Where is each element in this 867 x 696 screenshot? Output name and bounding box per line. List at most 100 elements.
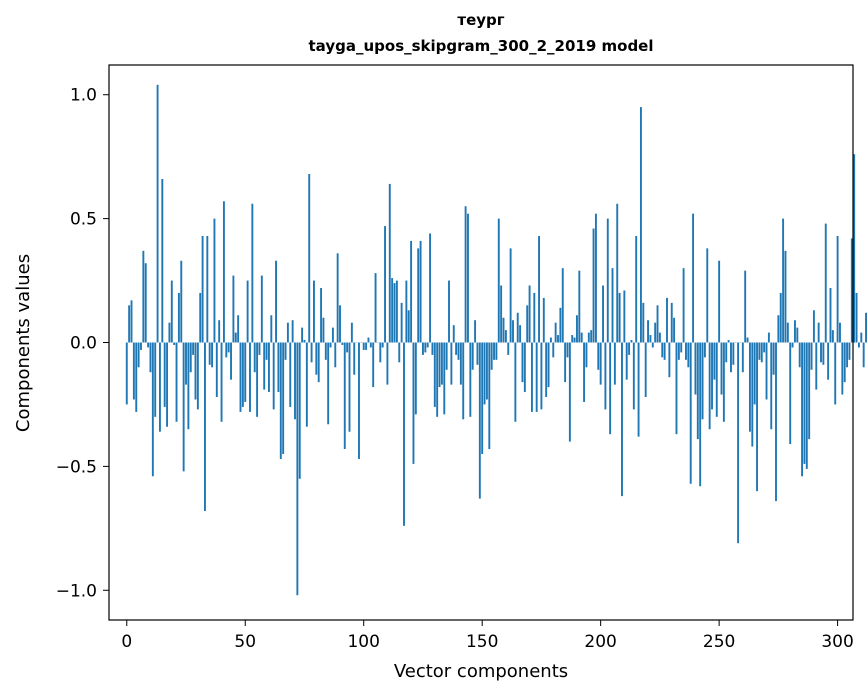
bar-251 bbox=[720, 342, 723, 395]
bar-63 bbox=[275, 260, 277, 343]
bar-212 bbox=[628, 342, 631, 355]
bar-281 bbox=[791, 342, 794, 348]
bar-81 bbox=[317, 342, 320, 383]
bar-64 bbox=[277, 342, 280, 393]
bar-181 bbox=[554, 322, 557, 343]
bar-293 bbox=[820, 342, 822, 363]
bar-144 bbox=[467, 213, 469, 343]
bar-6 bbox=[140, 342, 142, 350]
bar-50 bbox=[244, 342, 247, 402]
bar-226 bbox=[661, 342, 664, 358]
bar-92 bbox=[343, 342, 346, 450]
bar-221 bbox=[649, 335, 652, 343]
bar-253 bbox=[725, 342, 728, 363]
bar-266 bbox=[756, 342, 758, 492]
bar-254 bbox=[727, 340, 730, 343]
bar-184 bbox=[561, 268, 564, 343]
bar-68 bbox=[286, 322, 289, 343]
bar-142 bbox=[462, 342, 465, 420]
bar-255 bbox=[730, 342, 732, 373]
bar-294 bbox=[822, 342, 825, 365]
bar-103 bbox=[369, 342, 372, 348]
bar-104 bbox=[372, 342, 375, 388]
y-axis: 1.0 0.5 0.0 −0.5 −1.0 bbox=[56, 86, 109, 601]
bar-276 bbox=[779, 292, 782, 343]
bar-239 bbox=[692, 213, 695, 343]
bar-126 bbox=[424, 342, 427, 353]
bar-65 bbox=[279, 342, 282, 459]
bar-216 bbox=[637, 342, 640, 437]
bar-4 bbox=[135, 342, 138, 412]
bar-271 bbox=[767, 332, 770, 343]
bar-93 bbox=[346, 342, 349, 353]
bar-218 bbox=[642, 302, 645, 343]
bar-71 bbox=[294, 342, 296, 420]
bar-155 bbox=[493, 342, 495, 360]
bar-165 bbox=[516, 312, 519, 343]
bar-200 bbox=[599, 342, 602, 385]
bar-143 bbox=[464, 206, 467, 343]
bar-288 bbox=[808, 342, 811, 440]
bar-247 bbox=[711, 342, 713, 410]
bar-119 bbox=[407, 310, 410, 343]
bar-36 bbox=[211, 342, 214, 368]
bar-307 bbox=[853, 154, 856, 343]
bar-309 bbox=[857, 342, 860, 348]
bar-54 bbox=[253, 342, 256, 373]
bar-201 bbox=[602, 285, 604, 343]
bar-191 bbox=[578, 270, 581, 343]
bar-188 bbox=[571, 335, 574, 343]
bar-22 bbox=[177, 292, 180, 343]
bar-233 bbox=[677, 342, 680, 360]
bar-182 bbox=[557, 335, 559, 343]
bar-205 bbox=[611, 268, 614, 343]
bar-163 bbox=[512, 320, 514, 343]
bar-189 bbox=[573, 337, 576, 343]
chart-title: теург bbox=[457, 11, 504, 29]
bar-190 bbox=[576, 315, 578, 343]
bar-215 bbox=[635, 235, 638, 343]
bar-132 bbox=[438, 342, 441, 388]
bar-198 bbox=[594, 213, 597, 343]
bar-160 bbox=[504, 330, 507, 343]
bar-73 bbox=[298, 342, 301, 479]
bar-202 bbox=[604, 342, 607, 410]
bar-59 bbox=[265, 342, 268, 360]
bar-140 bbox=[457, 342, 460, 360]
bar-25 bbox=[185, 342, 187, 385]
bar-3 bbox=[132, 342, 135, 400]
bar-57 bbox=[260, 275, 263, 343]
bar-225 bbox=[658, 332, 661, 343]
bar-102 bbox=[367, 337, 370, 343]
bar-187 bbox=[568, 342, 571, 442]
bar-18 bbox=[168, 322, 171, 343]
bar-2 bbox=[130, 300, 133, 343]
bar-70 bbox=[291, 320, 294, 343]
bar-240 bbox=[694, 342, 697, 395]
bar-56 bbox=[258, 342, 261, 355]
bar-33 bbox=[204, 342, 206, 511]
bar-82 bbox=[320, 287, 323, 343]
bar-109 bbox=[384, 226, 386, 343]
bar-234 bbox=[680, 342, 683, 353]
bar-111 bbox=[388, 183, 391, 343]
bar-209 bbox=[621, 342, 623, 497]
bar-204 bbox=[609, 342, 612, 435]
bar-176 bbox=[542, 297, 545, 343]
bar-74 bbox=[301, 327, 304, 343]
bar-60 bbox=[267, 342, 270, 393]
x-tick-label: 100 bbox=[347, 632, 379, 652]
bar-123 bbox=[417, 248, 420, 343]
bar-280 bbox=[789, 342, 792, 445]
bar-308 bbox=[855, 292, 858, 343]
bar-150 bbox=[481, 342, 484, 454]
bar-195 bbox=[587, 332, 590, 343]
bar-258 bbox=[737, 342, 740, 544]
bar-186 bbox=[566, 342, 569, 358]
bar-34 bbox=[206, 235, 209, 343]
bar-17 bbox=[166, 342, 168, 427]
bar-161 bbox=[507, 342, 510, 355]
bar-83 bbox=[322, 317, 325, 343]
bar-249 bbox=[715, 342, 718, 417]
